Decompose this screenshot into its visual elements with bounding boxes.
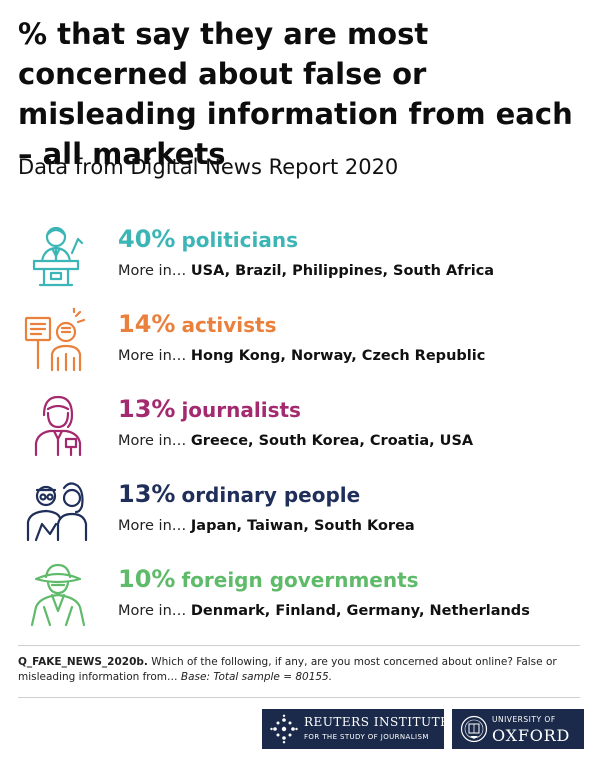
divider-top [18,645,580,646]
concern-row: 14% activists More in… Hong Kong, Norway, … [0,306,600,388]
concern-headline: 13% ordinary people [118,480,360,508]
concern-detail: More in… USA, Brazil, Philippines, South… [118,263,494,279]
chart-subtitle: Data from Digital News Report 2020 [18,155,399,179]
concern-headline: 14% activists [118,310,276,338]
country-list: Denmark, Finland, Germany, Netherlands [190,603,530,619]
reuters-institute-logo: REUTERS INSTITUTE FOR THE STUDY OF JOURN… [262,709,449,749]
oxford-logo-line2: OXFORD [492,726,571,745]
country-list: Hong Kong, Norway, Czech Republic [190,348,486,364]
divider-bottom [18,697,580,698]
foreign-government-icon [22,563,102,635]
concern-row: 10% foreign governments More in… Denmark, … [0,563,600,643]
footnote: Q_FAKE_NEWS_2020b. Which of the followin… [18,655,583,685]
concern-detail: More in… Greece, South Korea, Croatia, U… [118,433,473,449]
university-of-oxford-logo: UNIVERSITY OF OXFORD [452,709,584,749]
footnote-question: Which of the following, if any, are you … [18,656,557,683]
more-in-prefix: More in… [118,518,191,534]
activist-icon [22,306,102,380]
concern-percent: 13% [118,395,176,423]
politician-icon [22,223,102,295]
oxford-logo-line1: UNIVERSITY OF [492,715,556,724]
footnote-question-id: Q_FAKE_NEWS_2020b. [18,656,148,668]
concern-detail: More in… Japan, Taiwan, South Korea [118,518,415,534]
concern-source-label: journalists [181,398,301,422]
oxford-crest-icon [460,715,488,743]
country-list: Greece, South Korea, Croatia, USA [190,433,474,449]
concern-headline: 13% journalists [118,395,301,423]
concern-percent: 40% [118,225,176,253]
ordinary-people-icon [22,478,102,550]
concern-headline: 40% politicians [118,225,298,253]
country-list: Japan, Taiwan, South Korea [190,518,415,534]
footnote-base: Base: Total sample = 80155. [180,671,333,683]
concern-source-label: ordinary people [181,483,361,507]
concern-percent: 14% [118,310,176,338]
country-list: USA, Brazil, Philippines, South Africa [190,263,495,279]
concern-detail: More in… Hong Kong, Norway, Czech Republ… [118,348,485,364]
concern-detail: More in… Denmark, Finland, Germany, Neth… [118,603,530,619]
concern-source-label: activists [181,313,277,337]
more-in-prefix: More in… [118,263,191,279]
reuters-logo-line2: FOR THE STUDY OF JOURNALISM [304,733,429,741]
journalist-icon [22,393,102,465]
reuters-logo-line1: REUTERS INSTITUTE [304,715,450,729]
concern-row: 13% ordinary people More in… Japan, Taiwan… [0,478,600,558]
chart-title: % that say they are most concerned about… [18,17,573,171]
concern-source-label: foreign governments [181,568,419,592]
concern-source-label: politicians [181,228,298,252]
concern-percent: 10% [118,565,176,593]
reuters-emblem-icon [270,714,298,744]
concern-row: 13% journalists More in… Greece, South Kor… [0,393,600,473]
more-in-prefix: More in… [118,348,191,364]
concern-row: 40% politicians More in… USA, Brazil, Phil… [0,223,600,303]
concern-percent: 13% [118,480,176,508]
more-in-prefix: More in… [118,603,191,619]
more-in-prefix: More in… [118,433,191,449]
concern-headline: 10% foreign governments [118,565,419,593]
